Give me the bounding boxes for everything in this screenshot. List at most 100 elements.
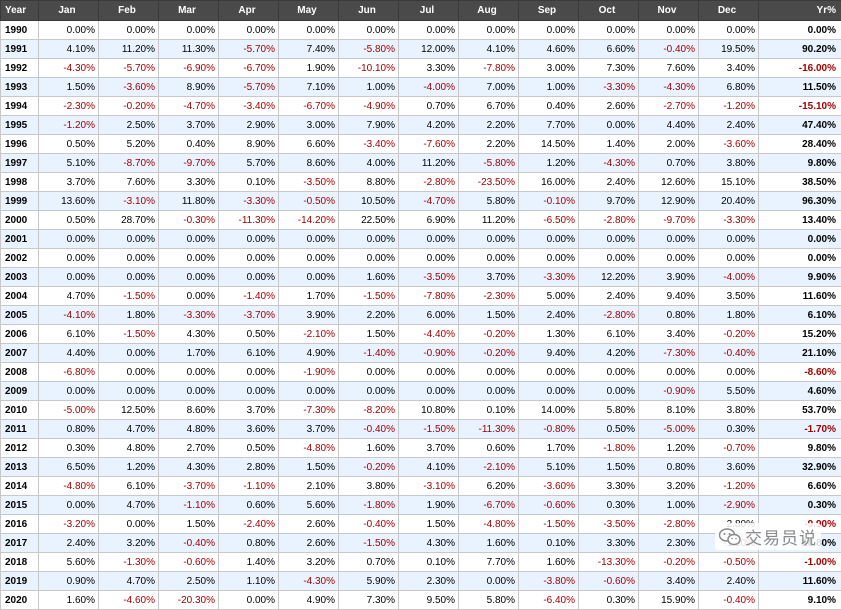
table-row: 1994-2.30%-0.20%-4.70%-3.40%-6.70%-4.90%… xyxy=(1,97,841,116)
monthly-return-cell: 7.30% xyxy=(339,591,399,610)
yearly-return-cell: 32.90% xyxy=(759,458,841,477)
monthly-return-cell: -11.30% xyxy=(219,211,279,230)
monthly-return-cell: 4.40% xyxy=(39,344,99,363)
monthly-return-cell: 0.00% xyxy=(639,363,699,382)
monthly-return-cell: -6.70% xyxy=(219,59,279,78)
monthly-return-cell: -2.90% xyxy=(699,496,759,515)
monthly-return-cell: 9.50% xyxy=(399,591,459,610)
monthly-return-cell: -0.50% xyxy=(699,553,759,572)
monthly-return-cell: 8.60% xyxy=(279,154,339,173)
monthly-return-cell: -2.70% xyxy=(639,97,699,116)
monthly-return-cell: -3.70% xyxy=(219,306,279,325)
monthly-return-cell: 0.00% xyxy=(579,249,639,268)
monthly-return-cell: 0.30% xyxy=(579,591,639,610)
year-cell: 2005 xyxy=(1,306,39,325)
monthly-return-cell: -8.70% xyxy=(99,154,159,173)
yearly-return-cell: -8.60% xyxy=(759,363,841,382)
monthly-return-cell: 4.70% xyxy=(39,287,99,306)
monthly-return-cell: 11.80% xyxy=(159,192,219,211)
year-cell: 1998 xyxy=(1,173,39,192)
monthly-return-cell: 1.00% xyxy=(339,78,399,97)
monthly-return-cell: 3.80% xyxy=(699,401,759,420)
monthly-return-cell: 0.00% xyxy=(699,249,759,268)
monthly-return-cell: -7.80% xyxy=(459,59,519,78)
monthly-return-cell: 0.00% xyxy=(459,249,519,268)
monthly-return-cell: 2.40% xyxy=(39,534,99,553)
yearly-return-cell: -16.00% xyxy=(759,59,841,78)
yearly-return-cell: 9.90% xyxy=(759,268,841,287)
monthly-return-cell: -1.30% xyxy=(99,553,159,572)
column-header-apr: Apr xyxy=(219,1,279,21)
monthly-return-cell: 1.50% xyxy=(399,515,459,534)
monthly-return-cell: 7.70% xyxy=(459,553,519,572)
monthly-return-cell: 1.20% xyxy=(639,439,699,458)
monthly-return-cell: 2.20% xyxy=(339,306,399,325)
monthly-return-cell: -6.50% xyxy=(519,211,579,230)
column-header-year: Year xyxy=(1,1,39,21)
monthly-return-cell: 0.00% xyxy=(459,230,519,249)
monthly-return-cell: 0.00% xyxy=(399,230,459,249)
monthly-return-cell: 4.10% xyxy=(399,458,459,477)
monthly-return-cell: 0.30% xyxy=(39,439,99,458)
monthly-return-cell: 6.10% xyxy=(219,344,279,363)
monthly-return-cell: -4.70% xyxy=(159,97,219,116)
monthly-return-cell: 7.40% xyxy=(279,40,339,59)
monthly-return-cell: 1.80% xyxy=(699,306,759,325)
column-header-may: May xyxy=(279,1,339,21)
monthly-return-cell: 0.90% xyxy=(39,572,99,591)
monthly-return-cell: 1.90% xyxy=(399,496,459,515)
monthly-return-cell: -1.50% xyxy=(339,287,399,306)
monthly-return-cell: 19.50% xyxy=(699,40,759,59)
monthly-return-cell: -0.40% xyxy=(159,534,219,553)
monthly-return-cell: -4.00% xyxy=(699,268,759,287)
watermark: 交易员说 xyxy=(715,523,821,550)
monthly-return-cell: 0.00% xyxy=(279,21,339,40)
wechat-icon xyxy=(719,528,741,546)
yearly-return-cell: 0.00% xyxy=(759,21,841,40)
monthly-return-cell: 1.60% xyxy=(459,534,519,553)
monthly-return-cell: 10.80% xyxy=(399,401,459,420)
monthly-return-cell: 0.00% xyxy=(99,344,159,363)
monthly-return-cell: 6.60% xyxy=(279,135,339,154)
monthly-return-cell: 22.50% xyxy=(339,211,399,230)
monthly-return-cell: 0.70% xyxy=(339,553,399,572)
monthly-return-cell: 8.60% xyxy=(159,401,219,420)
yearly-return-cell: 6.60% xyxy=(759,477,841,496)
monthly-return-cell: -3.40% xyxy=(219,97,279,116)
monthly-return-cell: 6.10% xyxy=(579,325,639,344)
monthly-return-cell: 4.30% xyxy=(159,458,219,477)
monthly-return-cell: 2.20% xyxy=(459,116,519,135)
monthly-return-cell: 1.70% xyxy=(519,439,579,458)
monthly-return-cell: 3.20% xyxy=(99,534,159,553)
year-cell: 2016 xyxy=(1,515,39,534)
monthly-return-cell: 0.00% xyxy=(159,287,219,306)
monthly-return-cell: 0.00% xyxy=(279,268,339,287)
monthly-return-cell: 1.60% xyxy=(339,268,399,287)
table-row: 1992-4.30%-5.70%-6.90%-6.70%1.90%-10.10%… xyxy=(1,59,841,78)
monthly-return-cell: 0.50% xyxy=(219,439,279,458)
monthly-return-cell: 0.00% xyxy=(99,363,159,382)
monthly-return-cell: -3.30% xyxy=(579,78,639,97)
monthly-return-cell: -9.70% xyxy=(639,211,699,230)
monthly-return-cell: -7.30% xyxy=(279,401,339,420)
monthly-return-cell: -4.40% xyxy=(399,325,459,344)
monthly-return-cell: 0.60% xyxy=(219,496,279,515)
yearly-return-cell: 28.40% xyxy=(759,135,841,154)
monthly-return-cell: 20.40% xyxy=(699,192,759,211)
monthly-return-cell: -1.50% xyxy=(99,287,159,306)
monthly-return-cell: 0.00% xyxy=(639,249,699,268)
monthly-return-cell: 12.00% xyxy=(399,40,459,59)
monthly-return-cell: -3.10% xyxy=(399,477,459,496)
monthly-return-cell: 5.60% xyxy=(279,496,339,515)
monthly-return-cell: -1.50% xyxy=(519,515,579,534)
monthly-return-cell: -4.10% xyxy=(39,306,99,325)
monthly-return-cell: 5.50% xyxy=(699,382,759,401)
monthly-return-cell: 28.70% xyxy=(99,211,159,230)
monthly-return-cell: 3.30% xyxy=(159,173,219,192)
monthly-return-cell: 5.00% xyxy=(519,287,579,306)
monthly-return-cell: 3.80% xyxy=(339,477,399,496)
monthly-return-cell: -5.70% xyxy=(219,40,279,59)
